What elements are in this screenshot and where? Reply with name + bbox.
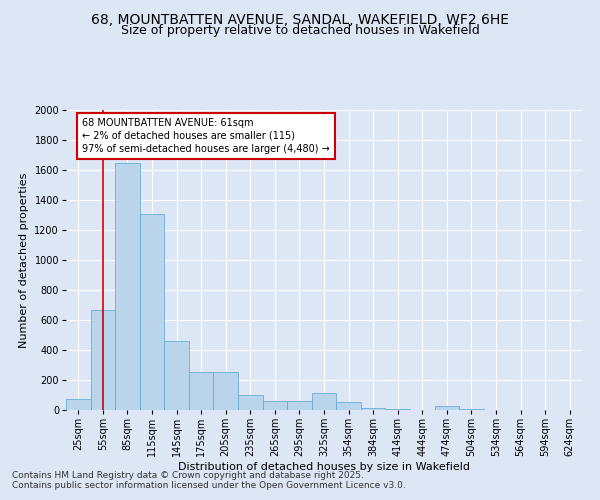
Bar	[214, 372, 238, 410]
Text: 68, MOUNTBATTEN AVENUE, SANDAL, WAKEFIELD, WF2 6HE: 68, MOUNTBATTEN AVENUE, SANDAL, WAKEFIEL…	[91, 12, 509, 26]
Bar	[336, 402, 361, 410]
Bar	[287, 401, 312, 410]
Bar	[91, 310, 115, 410]
Bar	[66, 399, 91, 410]
Bar	[361, 408, 385, 410]
Bar	[115, 162, 140, 410]
Text: Size of property relative to detached houses in Wakefield: Size of property relative to detached ho…	[121, 24, 479, 37]
Bar	[312, 393, 336, 410]
Text: 68 MOUNTBATTEN AVENUE: 61sqm
← 2% of detached houses are smaller (115)
97% of se: 68 MOUNTBATTEN AVENUE: 61sqm ← 2% of det…	[82, 118, 330, 154]
Bar	[164, 341, 189, 410]
Y-axis label: Number of detached properties: Number of detached properties	[19, 172, 29, 348]
Text: Contains HM Land Registry data © Crown copyright and database right 2025.: Contains HM Land Registry data © Crown c…	[12, 471, 364, 480]
Bar	[189, 372, 214, 410]
Bar	[263, 401, 287, 410]
X-axis label: Distribution of detached houses by size in Wakefield: Distribution of detached houses by size …	[178, 462, 470, 472]
Bar	[459, 409, 484, 410]
Bar	[434, 406, 459, 410]
Text: Contains public sector information licensed under the Open Government Licence v3: Contains public sector information licen…	[12, 481, 406, 490]
Bar	[385, 409, 410, 410]
Bar	[140, 214, 164, 410]
Bar	[238, 395, 263, 410]
